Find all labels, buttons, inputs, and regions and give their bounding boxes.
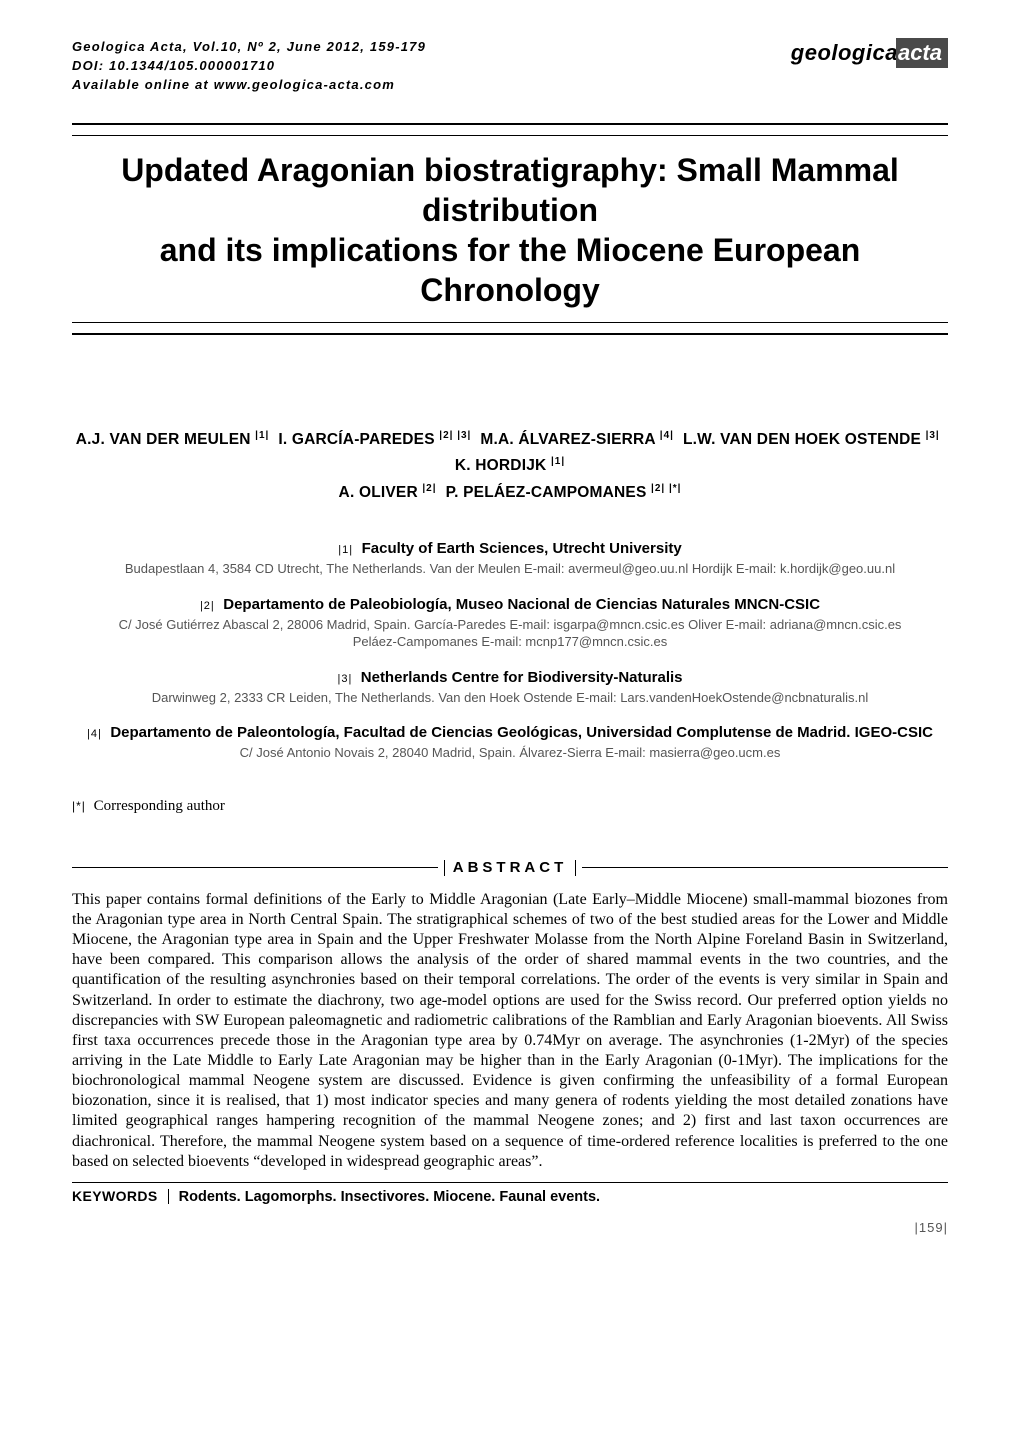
affil-name: Departamento de Paleontología, Facultad … [110, 724, 933, 741]
rule-vertical [575, 860, 576, 876]
affiliation: |1| Faculty of Earth Sciences, Utrecht U… [72, 540, 948, 578]
affil-address: Darwinweg 2, 2333 CR Leiden, The Netherl… [72, 689, 948, 707]
author-affil-ref: |1| [551, 456, 565, 467]
rule [72, 135, 948, 136]
author: A.J. VAN DER MEULEN [76, 431, 251, 448]
affil-address: C/ José Antonio Novais 2, 28040 Madrid, … [72, 744, 948, 762]
corresponding-author: |*| Corresponding author [72, 798, 948, 815]
affil-address: C/ José Gutiérrez Abascal 2, 28006 Madri… [72, 616, 948, 651]
keywords-row: KEYWORDS Rodents. Lagomorphs. Insectivor… [72, 1182, 948, 1205]
author-affil-ref: |4| [660, 430, 674, 441]
corresponding-text: Corresponding author [94, 798, 225, 814]
author: P. PELÁEZ-CAMPOMANES [446, 484, 647, 501]
logo-left: geologica [791, 40, 898, 66]
affiliation: |2| Departamento de Paleobiología, Museo… [72, 596, 948, 651]
abstract-heading: ABSTRACT [451, 859, 570, 876]
affil-name: Faculty of Earth Sciences, Utrecht Unive… [362, 540, 682, 557]
affiliation: |3| Netherlands Centre for Biodiversity-… [72, 669, 948, 707]
affil-name: Departamento de Paleobiología, Museo Nac… [223, 596, 820, 613]
rule [582, 867, 948, 868]
author-affil-ref: |2| [422, 483, 436, 494]
author-list: A.J. VAN DER MEULEN |1| I. GARCÍA-PAREDE… [72, 427, 948, 507]
journal-logo: geologicaacta [791, 38, 948, 68]
affil-number: |2| [200, 600, 215, 612]
page-number: |159| [915, 1220, 948, 1235]
logo-right: acta [896, 38, 948, 68]
author-affil-ref: |2| |3| [439, 430, 471, 441]
affil-name: Netherlands Centre for Biodiversity-Natu… [361, 669, 683, 686]
affil-address: Budapestlaan 4, 3584 CD Utrecht, The Net… [72, 560, 948, 578]
abstract-heading-row: ABSTRACT [72, 859, 948, 876]
author-affil-ref: |2| |*| [651, 483, 681, 494]
title-line: Updated Aragonian biostratigraphy: Small… [121, 152, 899, 228]
corresponding-symbol: |*| [72, 799, 86, 813]
author: L.W. VAN DEN HOEK OSTENDE [683, 431, 921, 448]
affil-number: |1| [338, 544, 353, 556]
author-affil-ref: |1| [255, 430, 269, 441]
author: M.A. ÁLVAREZ-SIERRA [480, 431, 655, 448]
keywords-label: KEYWORDS [72, 1189, 169, 1204]
affil-number: |4| [87, 728, 102, 740]
author: K. HORDIJK [455, 457, 547, 474]
availability-line: Available online at www.geologica-acta.c… [72, 76, 948, 95]
author: I. GARCÍA-PAREDES [278, 431, 434, 448]
keywords-list: Rodents. Lagomorphs. Insectivores. Mioce… [169, 1189, 600, 1205]
author-affil-ref: |3| [926, 430, 940, 441]
abstract-text: This paper contains formal definitions o… [72, 890, 948, 1172]
article-title: Updated Aragonian biostratigraphy: Small… [72, 150, 948, 310]
affil-number: |3| [337, 673, 352, 685]
rule [72, 867, 438, 868]
rule-vertical [444, 860, 445, 876]
affiliation: |4| Departamento de Paleontología, Facul… [72, 724, 948, 762]
author: A. OLIVER [339, 484, 418, 501]
title-line: and its implications for the Miocene Eur… [160, 232, 861, 308]
rule [72, 333, 948, 335]
